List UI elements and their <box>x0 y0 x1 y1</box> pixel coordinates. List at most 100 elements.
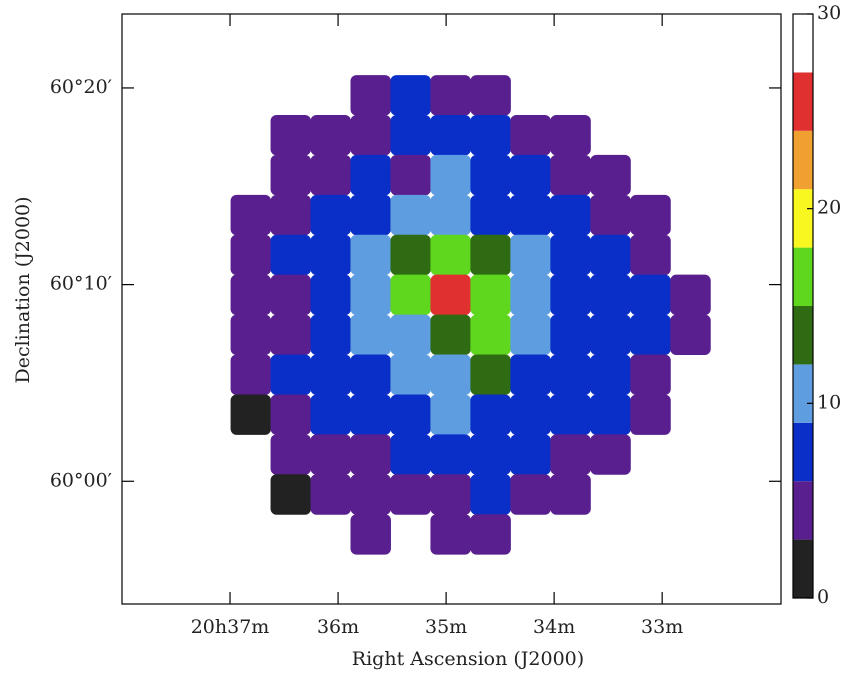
image-cell <box>590 154 631 196</box>
image-cell <box>230 314 272 356</box>
image-cell <box>390 314 431 356</box>
image-cell <box>390 354 431 395</box>
image-cell <box>310 354 351 395</box>
image-cell <box>550 394 591 435</box>
image-cell <box>510 394 551 435</box>
colorbar-segment <box>793 72 813 131</box>
image-cell <box>310 434 351 475</box>
image-cell <box>430 354 471 395</box>
colorbar-segment <box>793 189 813 248</box>
image-cell <box>310 194 351 236</box>
image-cell <box>430 274 471 316</box>
image-cell <box>390 474 431 515</box>
image-cell <box>470 354 511 395</box>
image-cell <box>510 234 551 276</box>
x-tick-label: 34m <box>533 616 575 638</box>
image-cell <box>510 434 551 475</box>
image-cell <box>430 514 471 555</box>
image-cell <box>550 234 591 276</box>
x-tick-label: 36m <box>317 616 359 638</box>
colorbar-tick-label: 10 <box>817 391 841 413</box>
image-cell <box>350 114 391 156</box>
image-cell <box>630 354 671 395</box>
image-cell <box>510 354 551 395</box>
image-cell <box>390 234 431 276</box>
image-cell <box>230 194 272 236</box>
image-cell <box>590 394 631 435</box>
image-cell <box>470 434 511 475</box>
image-cell <box>270 434 312 475</box>
colorbar-segment <box>793 130 813 190</box>
y-axis-label: Declination (J2000) <box>12 196 34 383</box>
y-tick-label: 60°00′ <box>50 469 112 491</box>
image-cell <box>430 234 471 276</box>
image-cell <box>590 194 631 236</box>
image-cell <box>310 154 351 196</box>
colorbar-segment <box>793 364 813 423</box>
image-cell <box>470 514 511 555</box>
colorbar-segment <box>793 247 813 306</box>
image-cell <box>230 394 272 435</box>
image-cell <box>470 154 511 196</box>
image-cell <box>630 314 671 356</box>
image-cell <box>270 354 312 395</box>
image-cell <box>430 194 471 236</box>
colorbar-tick-label: 30 <box>817 2 841 24</box>
image-cell <box>510 194 551 236</box>
image-cell <box>510 474 551 515</box>
x-tick-label: 33m <box>641 616 683 638</box>
image-cell <box>470 314 511 356</box>
plot-frame <box>121 13 782 605</box>
image-cell <box>670 274 711 316</box>
image-cell <box>390 114 431 156</box>
image-cell <box>430 434 471 475</box>
image-cell <box>390 434 431 475</box>
image-cell <box>270 314 312 356</box>
image-cell <box>430 474 471 515</box>
image-cell <box>390 274 431 316</box>
image-cell <box>390 394 431 435</box>
image-cell <box>230 274 272 316</box>
image-cell <box>270 274 312 316</box>
image-cell <box>470 194 511 236</box>
image-cell <box>670 314 711 356</box>
image-cell <box>430 75 471 116</box>
image-cell <box>270 474 312 515</box>
image-cell <box>310 114 351 156</box>
image-cell <box>590 354 631 395</box>
colorbar-segment <box>793 14 813 73</box>
image-cell <box>310 274 351 316</box>
x-axis-label: Right Ascension (J2000) <box>352 648 584 670</box>
image <box>230 75 711 555</box>
image-cell <box>390 194 431 236</box>
image-cell <box>350 234 391 276</box>
image-cell <box>350 154 391 196</box>
x-tick-label: 20h37m <box>191 616 270 638</box>
colorbar-segment <box>793 422 813 482</box>
image-cell <box>350 394 391 435</box>
image-cell <box>590 434 631 475</box>
colorbar-tick-label: 0 <box>817 586 829 608</box>
image-cell <box>510 274 551 316</box>
image-cell <box>590 234 631 276</box>
image-cell <box>390 154 431 196</box>
image-cell <box>470 114 511 156</box>
image-cell <box>550 154 591 196</box>
y-tick-label: 60°20′ <box>50 76 112 98</box>
image-cell <box>430 114 471 156</box>
image-cell <box>350 514 391 555</box>
image-cell <box>270 394 312 435</box>
colorbar-segment <box>793 481 813 540</box>
image-cell <box>470 234 511 276</box>
image-cell <box>430 394 471 435</box>
image-cell <box>270 154 312 196</box>
x-tick-label: 35m <box>425 616 467 638</box>
image-cell <box>310 314 351 356</box>
image-cell <box>550 354 591 395</box>
image-cell <box>230 234 272 276</box>
image-cell <box>550 274 591 316</box>
image-cell <box>350 314 391 356</box>
image-cell <box>350 354 391 395</box>
image-cell <box>310 234 351 276</box>
